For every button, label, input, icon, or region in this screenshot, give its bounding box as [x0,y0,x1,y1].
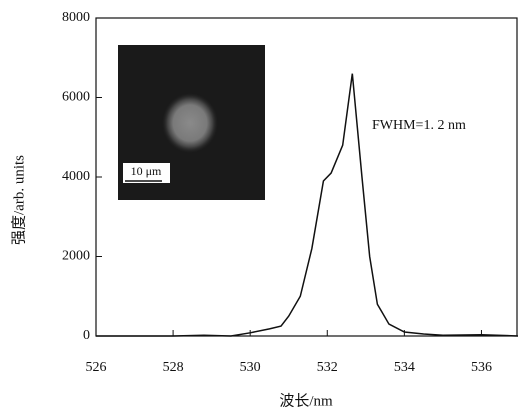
y-tick-label: 0 [83,328,90,343]
x-tick-label: 536 [471,360,492,375]
y-tick-label: 2000 [62,249,90,264]
x-tick-label: 526 [86,360,107,375]
y-tick-label: 6000 [62,90,90,105]
inset-scale-label: 10 μm [131,164,162,178]
x-tick-label: 528 [163,360,184,375]
inset-scale-box [123,163,170,183]
x-axis-label: 波长/nm [279,392,333,409]
y-axis-label: 强度/arb. units [10,155,27,245]
inset: 10 μm [118,45,265,200]
annotation: FWHM=1. 2 nm [372,118,466,133]
y-tick-label: 4000 [62,169,90,184]
series-line [96,73,518,337]
y-tick-label: 8000 [62,10,90,25]
inset-spot [162,93,218,153]
x-tick-label: 530 [240,360,261,375]
x-tick-label: 534 [394,360,415,375]
x-tick-label: 532 [317,360,338,375]
